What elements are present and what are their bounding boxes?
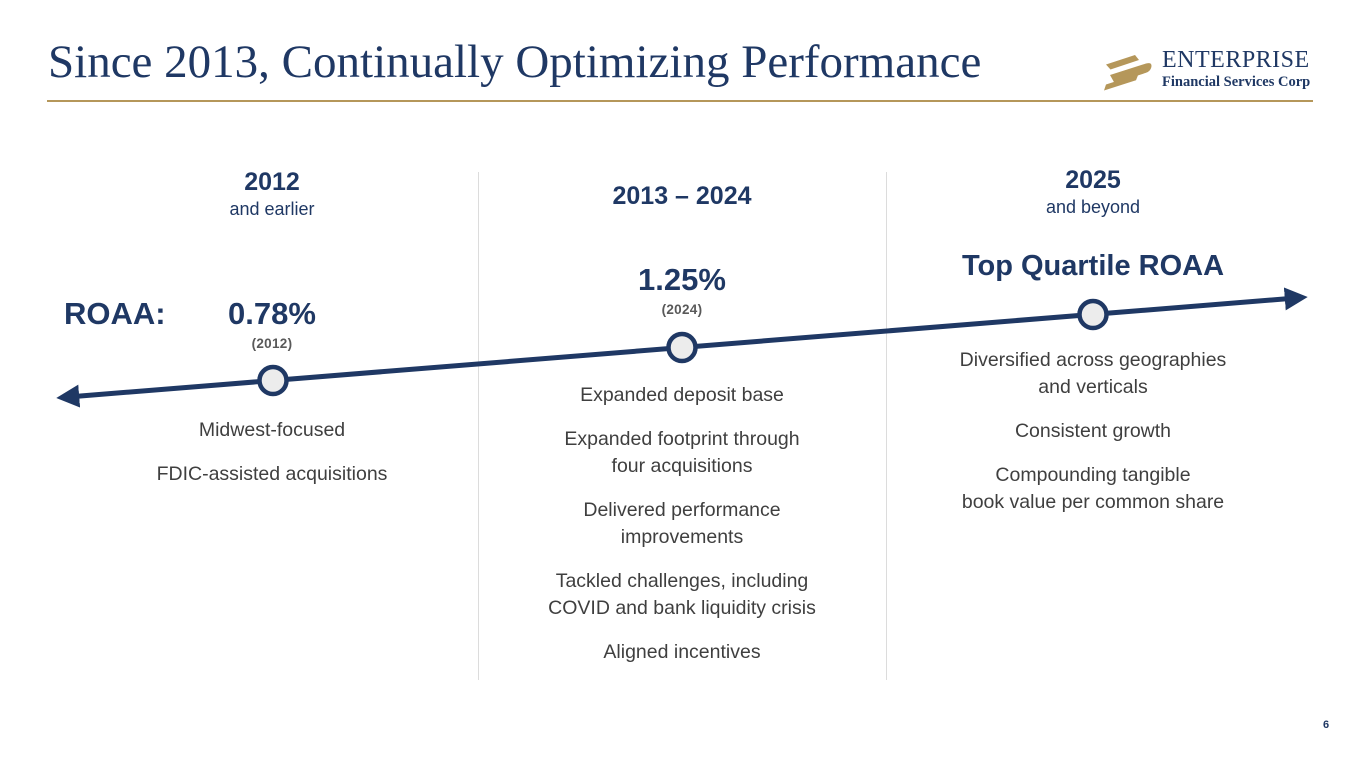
period-year: 2012 [244,168,300,196]
period-qualifier: and earlier [229,199,315,219]
roaa-value-note: (2024) [661,302,703,317]
period-header-2025: 2025 and beyond [933,167,1253,219]
period-year: 2013 – 2024 [612,182,752,210]
bullet-item: Delivered performance improvements [583,499,781,548]
column-divider-left [478,172,479,680]
slide-title: Since 2013, Continually Optimizing Perfo… [48,36,982,88]
bullet-item: Midwest-focused [198,419,346,441]
bullet-item: Expanded footprint through four acquisit… [564,428,800,477]
bullet-item: Compounding tangible book value per comm… [961,464,1225,513]
page-number: 6 [1322,719,1330,731]
bullet-item: FDIC-assisted acquisitions [156,463,388,485]
bullet-item: Diversified across geographies and verti… [959,349,1227,398]
top-quartile-roaa-label: Top Quartile ROAA [961,250,1225,282]
timeline-node-2024 [666,331,698,364]
roaa-value-2024-group: 1.25% (2024) [562,262,802,318]
bullet-list-2025: Diversified across geographies and verti… [913,347,1273,516]
bullet-item: Expanded deposit base [580,384,784,406]
timeline-node-2025 [1077,298,1109,331]
bullet-list-2013-2024: Expanded deposit base Expanded footprint… [502,382,862,666]
roaa-value: 0.78% [228,296,316,331]
logo-stripes-icon [1104,55,1152,91]
roaa-value-2025-group: Top Quartile ROAA [913,249,1273,283]
logo-company-name: ENTERPRISE [1162,47,1310,73]
bullet-list-2012: Midwest-focused FDIC-assisted acquisitio… [72,417,472,488]
period-header-2013-2024: 2013 – 2024 [527,183,837,210]
period-year: 2025 [1065,166,1121,194]
period-qualifier: and beyond [1045,197,1141,217]
title-underline [47,100,1313,102]
roaa-value: 1.25% [638,262,726,297]
company-logo: ENTERPRISE Financial Services Corp [1103,48,1310,92]
bullet-item: Consistent growth [1014,420,1172,442]
roaa-value-note: (2012) [251,336,293,351]
period-header-2012: 2012 and earlier [112,169,432,221]
roaa-value-2012-group: 0.78% (2012) [152,296,392,352]
bullet-item: Tackled challenges, including COVID and … [548,570,816,619]
logo-company-subtitle: Financial Services Corp [1162,74,1311,90]
roaa-label: ROAA: [64,296,166,331]
column-divider-right [886,172,887,680]
timeline-node-2012 [257,364,289,397]
bullet-item: Aligned incentives [603,641,761,663]
